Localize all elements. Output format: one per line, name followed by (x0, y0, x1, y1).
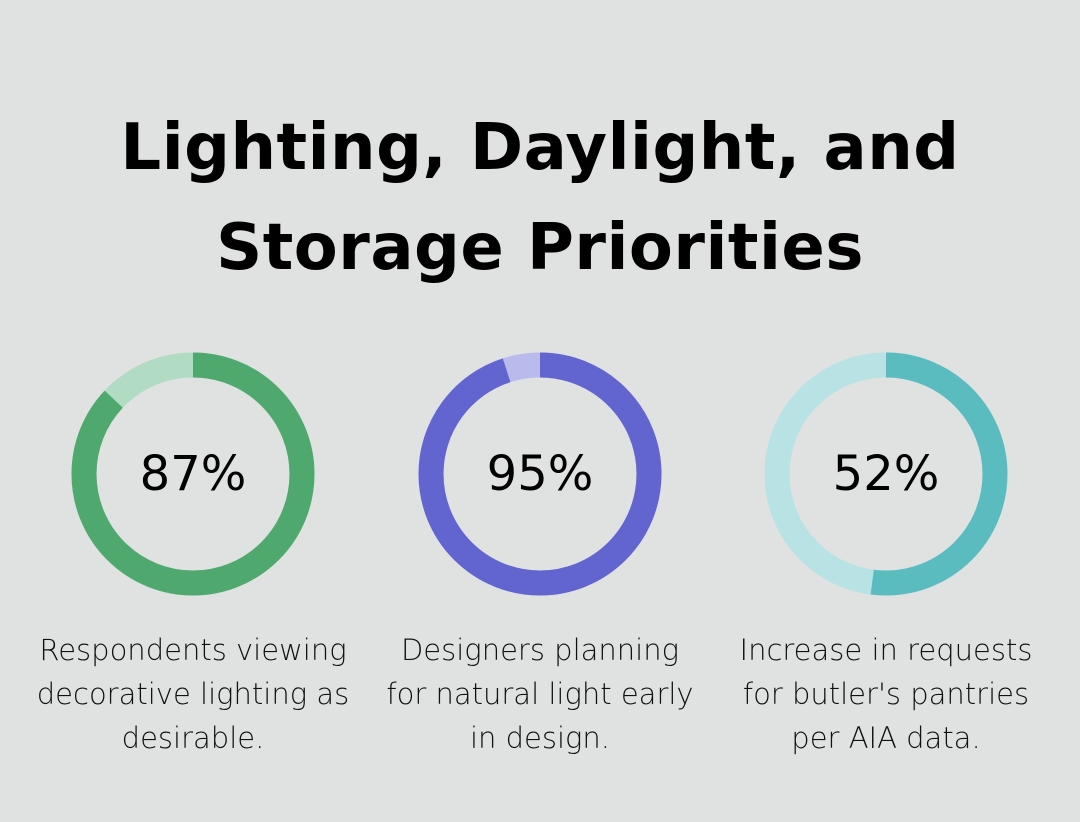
caption-line: for natural light early (386, 677, 694, 711)
donut-value-arc (764, 352, 1008, 596)
donut-card: 87% Respondents viewing decorative lightin… (23, 352, 363, 760)
caption-line: per AIA data. (791, 721, 981, 755)
caption-line: Designers planning (400, 633, 680, 667)
percent-label: 52% (832, 446, 940, 502)
caption-line: desirable. (121, 721, 265, 755)
title-line-1: Lighting, Daylight, and (120, 111, 960, 185)
donut-chart (418, 352, 662, 596)
donut-card: 95% Designers planning for natural light e… (370, 352, 710, 760)
donut-value-arc (418, 352, 662, 596)
caption-line: decorative lighting as (36, 677, 350, 711)
donut-card: 52% Increase in requests for butler's pant… (716, 352, 1056, 760)
page-title: Lighting, Daylight, and Storage Prioriti… (0, 98, 1080, 298)
donut-value-arc (71, 352, 315, 596)
title-line-2: Storage Priorities (216, 211, 864, 285)
donut-chart (71, 352, 315, 596)
caption-line: Increase in requests (739, 633, 1033, 667)
percent-label: 95% (486, 446, 594, 502)
caption: Respondents viewing decorative lighting a… (23, 628, 363, 760)
caption-line: for butler's pantries (742, 677, 1030, 711)
caption: Designers planning for natural light earl… (370, 628, 710, 760)
caption-line: in design. (469, 721, 611, 755)
percent-label: 87% (139, 446, 247, 502)
caption-line: Respondents viewing (39, 633, 347, 667)
caption: Increase in requests for butler's pantrie… (716, 628, 1056, 760)
donut-chart (764, 352, 1008, 596)
